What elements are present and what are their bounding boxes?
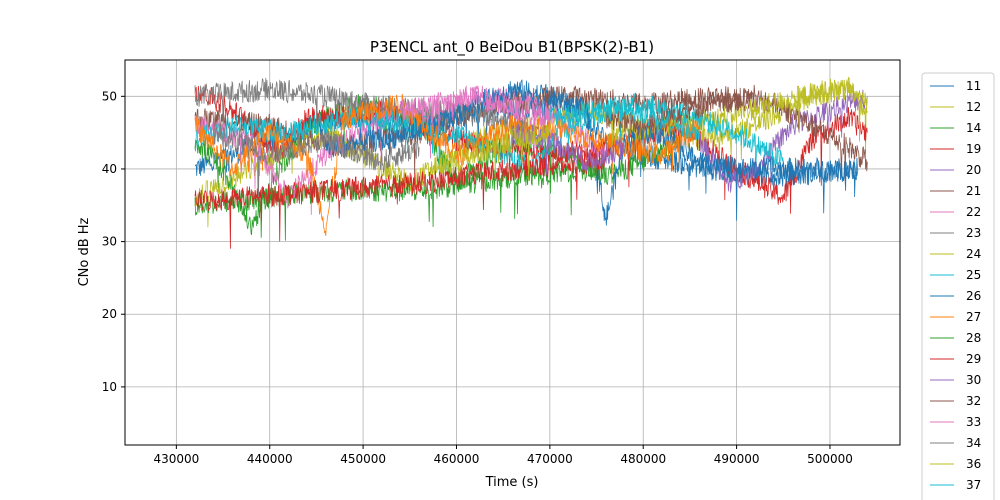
x-axis-ticks: 430000 440000 450000 460000 470000 480000 4900… (153, 445, 853, 466)
legend-label-29: 29 (966, 352, 981, 366)
legend-label-22: 22 (966, 205, 981, 219)
series-line-36 (437, 124, 551, 181)
x-tick-label: 430000 (153, 452, 199, 466)
plot-frame (124, 59, 901, 446)
series-line-14 (194, 94, 681, 236)
y-axis-ticks: 10 20 30 40 50 (102, 89, 125, 394)
y-tick-label: 50 (102, 89, 117, 103)
y-tick-label: 20 (102, 307, 117, 321)
legend-frame (921, 72, 995, 500)
legend-label-24: 24 (966, 247, 981, 261)
legend-label-14: 14 (966, 121, 981, 135)
series-line-32 (605, 84, 756, 137)
x-tick-label: 440000 (247, 452, 293, 466)
x-axis-label: Time (s) (485, 475, 539, 490)
legend-label-30: 30 (966, 373, 981, 387)
y-tick-label: 30 (102, 235, 117, 249)
x-tick-label: 480000 (620, 452, 666, 466)
legend-label-12: 12 (966, 100, 981, 114)
legend-label-11: 11 (966, 79, 981, 93)
series-line-37 (549, 99, 700, 140)
legend-label-28: 28 (966, 331, 981, 345)
legend-label-21: 21 (966, 184, 981, 198)
chart-title: P3ENCL ant_0 BeiDou B1(BPSK(2)-B1) (370, 38, 654, 57)
data-lines (194, 76, 868, 249)
legend-label-27: 27 (966, 310, 981, 324)
x-tick-label: 490000 (714, 452, 760, 466)
legend-label-37: 37 (966, 478, 981, 492)
legend-label-33: 33 (966, 415, 981, 429)
series-line-33 (400, 85, 551, 152)
legend-label-23: 23 (966, 226, 981, 240)
series-line-29 (194, 151, 607, 249)
legend-label-25: 25 (966, 268, 981, 282)
legend-label-36: 36 (966, 457, 981, 471)
legend-label-26: 26 (966, 289, 981, 303)
x-tick-label: 470000 (527, 452, 573, 466)
legend-label-19: 19 (966, 142, 981, 156)
series-line-30 (512, 123, 625, 176)
legend-label-32: 32 (966, 394, 981, 408)
legend: 11 12 14 19 20 21 22 23 24 25 26 27 28 29 30 32 33 34 36 37 (921, 72, 995, 500)
x-tick-label: 500000 (807, 452, 853, 466)
x-tick-label: 460000 (434, 452, 480, 466)
series-line-19 (194, 84, 868, 214)
y-tick-label: 10 (102, 380, 117, 394)
x-tick-label: 450000 (340, 452, 386, 466)
series-line-34 (213, 123, 420, 197)
y-tick-label: 40 (102, 162, 117, 176)
legend-label-20: 20 (966, 163, 981, 177)
y-axis-label: CNo dB Hz (77, 217, 92, 286)
legend-label-34: 34 (966, 436, 981, 450)
